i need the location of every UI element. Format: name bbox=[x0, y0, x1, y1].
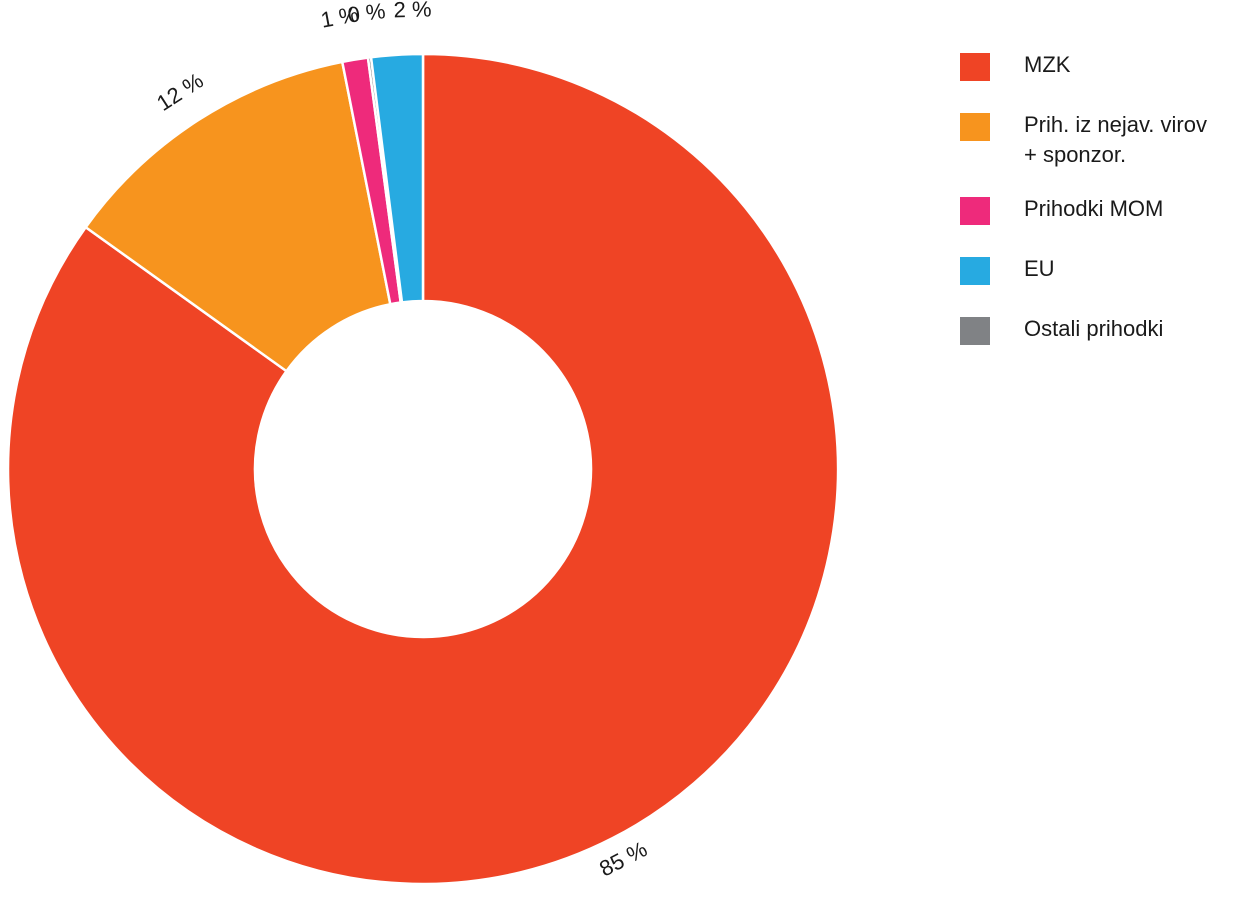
slice-mzk bbox=[6, 52, 840, 886]
donut-chart: 85 %12 %1 %0 % 2 % bbox=[6, 0, 840, 886]
legend-item-eu: EU bbox=[958, 254, 1249, 286]
legend-label-prihodki-mom: Prihodki MOM bbox=[1024, 196, 1164, 221]
slice-label-3: 0 % bbox=[346, 0, 387, 28]
legend-swatch-eu bbox=[960, 257, 990, 285]
legend-item-nejavni-viri: Prih. iz nejav. virov + sponzor. bbox=[958, 110, 1249, 170]
legend-label-nejavni-viri-line2: + sponzor. bbox=[1024, 142, 1127, 167]
slice-eu bbox=[369, 52, 425, 304]
legend-item-ostali-prihodki: Ostali prihodki bbox=[958, 314, 1249, 346]
slices bbox=[6, 52, 840, 886]
legend-swatch-prihodki-mom bbox=[960, 197, 990, 225]
legend-swatch-nejavni-viri bbox=[960, 113, 990, 141]
legend-label-mzk: MZK bbox=[1024, 52, 1071, 77]
legend-swatch-mzk bbox=[960, 53, 990, 81]
legend-label-ostali-prihodki: Ostali prihodki bbox=[1024, 316, 1164, 341]
legend-item-mzk: MZK bbox=[958, 50, 1249, 82]
legend-swatch-ostali-prihodki bbox=[960, 317, 990, 345]
slice-prih-iz-nejav-virov-sponzor bbox=[84, 60, 392, 373]
legend-label-nejavni-viri-line1: Prih. iz nejav. virov bbox=[1024, 112, 1207, 137]
legend: MZK Prih. iz nejav. virov + sponzor. Pri… bbox=[958, 50, 1249, 374]
legend-item-prihodki-mom: Prihodki MOM bbox=[958, 194, 1249, 226]
legend-label-eu: EU bbox=[1024, 256, 1055, 281]
slice-label-4: 2 % bbox=[393, 0, 431, 22]
slice-label-1: 12 % bbox=[152, 68, 208, 116]
